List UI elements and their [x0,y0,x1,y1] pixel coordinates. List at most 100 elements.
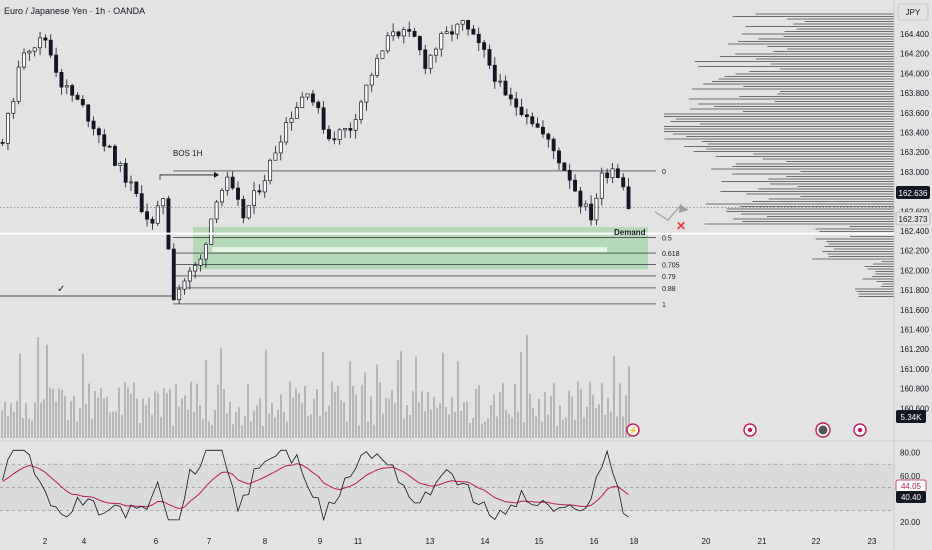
candle-body [38,37,43,49]
currency-label: JPY [906,8,921,17]
candle-body [557,150,561,164]
current-price-text: 162.636 [899,189,928,198]
bos-label: BOS 1H [173,149,203,158]
candle-body [166,198,171,250]
candle-body [284,122,289,143]
candle-body [96,128,101,136]
candle-body [423,49,428,69]
currency-badge[interactable] [897,3,929,21]
rsi-tick-label: 20.00 [900,518,921,527]
candle-body [91,120,96,130]
candle-body [401,29,406,37]
candle-body [599,172,604,199]
candle-body [460,20,465,25]
candle-body [139,193,144,213]
candle-body [359,101,364,120]
candle-body [343,128,347,131]
candle-body [487,49,492,66]
date-tick-label: 16 [590,537,599,546]
candle-body [391,31,396,37]
candle-body [562,162,567,171]
candle-body [102,134,107,147]
candle-body [605,172,610,178]
rsi-badge-1-text: 44.05 [901,482,922,491]
symbol-title[interactable]: Euro / Japanese Yen · 1h · OANDA [4,6,145,16]
candle-body [412,30,417,37]
projection-arrow-head [679,204,688,213]
candle-body [171,248,176,301]
candle-body [11,100,16,114]
check-mark: ✓ [57,284,65,295]
event-marker-1[interactable]: ⚡ [626,423,640,437]
candle-body [385,35,390,52]
candle-body [578,190,583,207]
price-tick-label: 163.000 [900,168,929,177]
candle-body [273,152,278,161]
candle-body [145,211,149,220]
date-tick-label: 18 [630,537,639,546]
candle-body [289,118,294,123]
candle-body [268,159,273,182]
candle-body [492,64,497,82]
candle-body [482,42,487,50]
rsi-tick-label: 60.00 [900,472,921,481]
date-tick-label: 2 [43,537,48,546]
candle-body [64,85,69,88]
candle-body [112,145,117,166]
candle-body [444,31,449,34]
date-tick-label: 23 [868,537,877,546]
candle-body [610,168,615,178]
candle-body [535,123,540,128]
candle-body [80,99,85,106]
candle-body [257,190,262,193]
date-tick-label: 22 [812,537,821,546]
candle-body [524,114,529,118]
candle-body [86,104,91,122]
price-tick-label: 161.600 [900,306,929,315]
candlesticks [0,19,631,305]
candle-body [546,133,551,140]
price-tick-label: 163.600 [900,109,929,118]
event-marker-2[interactable] [743,423,757,437]
price-tick-label: 161.400 [900,326,929,335]
date-tick-label: 14 [481,537,490,546]
candle-body [209,218,214,245]
price-tick-label: 164.000 [900,69,929,78]
candle-body [514,98,519,108]
candle-body [337,129,342,140]
date-tick-label: 8 [263,537,268,546]
candle-body [615,168,620,178]
candle-body [583,203,588,207]
candle-body [428,54,433,69]
candle-body [294,107,299,119]
candle-body [161,198,166,207]
date-tick-label: 7 [207,537,212,546]
event-marker-4[interactable] [853,423,867,437]
candle-body [203,243,208,260]
candle-body [353,119,358,131]
bos-arrow-line [159,174,214,180]
candle-body [348,128,353,131]
event-marker-3[interactable] [815,422,831,438]
cross-icon[interactable]: ✕ [676,219,686,233]
date-tick-label: 11 [354,537,363,546]
candle-body [75,94,80,100]
candle-body [129,181,133,184]
candle-body [455,23,460,35]
fib-label: 0.79 [662,274,676,281]
candle-body [214,201,219,220]
price-tick-label: 160.800 [900,385,929,394]
candle-body [0,142,5,144]
price-tick-label: 161.000 [900,365,929,374]
candle-body [439,33,444,50]
fib-label: 0.705 [662,263,680,270]
candle-body [278,141,283,154]
candle-body [380,50,385,59]
candle-body [123,163,128,183]
candle-body [27,50,32,54]
candle-body [519,106,524,116]
demand-label: Demand [614,228,646,237]
